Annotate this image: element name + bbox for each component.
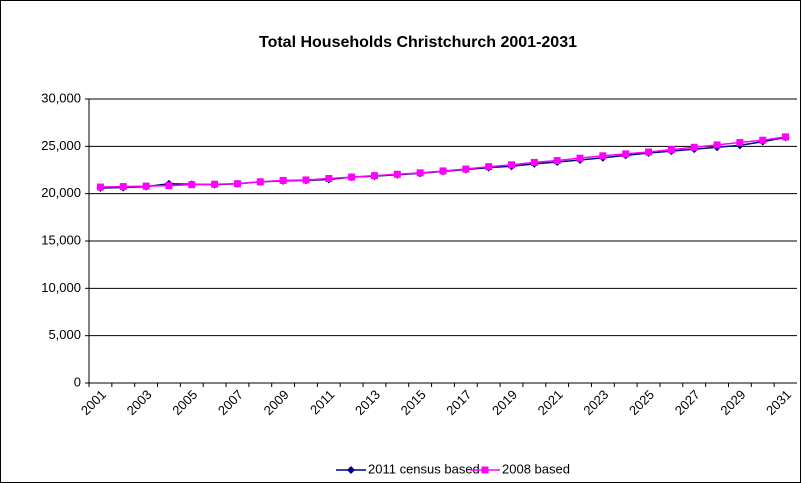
- marker: [370, 172, 378, 180]
- marker: [96, 183, 104, 191]
- y-tick-label: 10,000: [41, 280, 81, 295]
- marker: [211, 180, 219, 188]
- marker: [576, 154, 584, 162]
- y-tick-label: 0: [74, 374, 81, 389]
- marker: [622, 150, 630, 158]
- marker: [462, 165, 470, 173]
- marker: [119, 183, 127, 191]
- marker: [256, 178, 264, 186]
- legend-label: 2008 based: [502, 461, 570, 476]
- y-tick-label: 15,000: [41, 232, 81, 247]
- marker: [530, 158, 538, 166]
- marker: [416, 169, 424, 177]
- marker: [690, 143, 698, 151]
- marker: [165, 182, 173, 190]
- marker: [645, 148, 653, 156]
- marker: [393, 170, 401, 178]
- marker: [782, 133, 790, 141]
- marker: [439, 167, 447, 175]
- marker: [142, 182, 150, 190]
- legend-marker: [481, 466, 489, 474]
- marker: [233, 180, 241, 188]
- chart-title: Total Households Christchurch 2001-2031: [259, 34, 577, 51]
- y-tick-label: 25,000: [41, 138, 81, 153]
- y-tick-label: 20,000: [41, 185, 81, 200]
- marker: [553, 157, 561, 165]
- legend-label: 2011 census based: [368, 461, 480, 476]
- legend-marker: [347, 466, 355, 474]
- marker: [736, 139, 744, 147]
- y-tick-label: 5,000: [48, 327, 81, 342]
- marker: [759, 136, 767, 144]
- marker: [325, 175, 333, 183]
- marker: [667, 146, 675, 154]
- marker: [599, 152, 607, 160]
- marker: [188, 181, 196, 189]
- marker: [302, 176, 310, 184]
- marker: [508, 161, 516, 169]
- marker: [713, 141, 721, 149]
- marker: [348, 173, 356, 181]
- marker: [279, 176, 287, 184]
- y-tick-label: 30,000: [41, 90, 81, 105]
- marker: [485, 163, 493, 171]
